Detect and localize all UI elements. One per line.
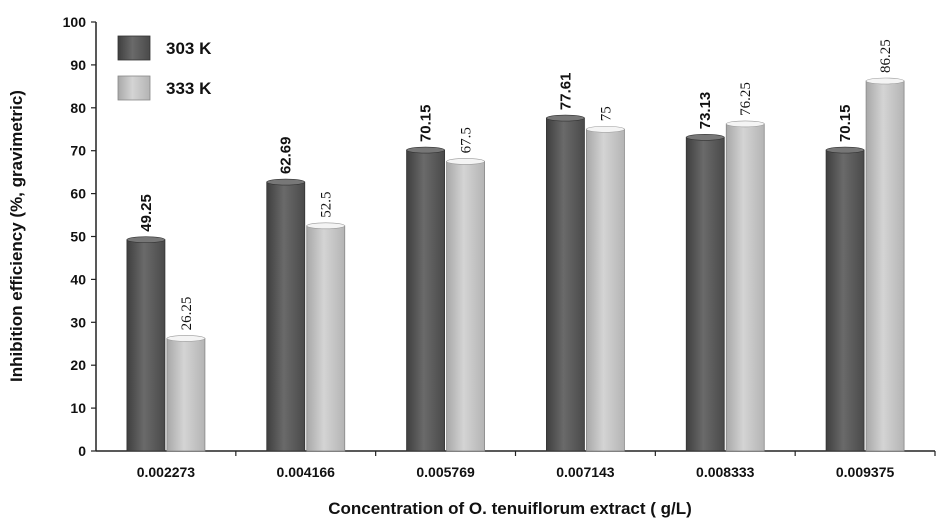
bars	[126, 77, 905, 452]
legend-swatch-333k	[117, 75, 151, 101]
bar-333k	[166, 337, 206, 452]
bar-303k-cap	[685, 133, 725, 141]
bar-333k	[725, 123, 765, 452]
y-tick-label: 60	[70, 186, 86, 202]
legend: 303 K 333 K	[117, 35, 212, 101]
bar-333k-cap	[725, 120, 765, 128]
bar-333k	[586, 128, 625, 452]
bar-333k-cap	[306, 222, 346, 230]
legend-swatch-303k	[117, 35, 151, 61]
data-label-333k: 52.5	[319, 192, 335, 218]
y-axis-title: Inhibition efficiency (%, gravimetric)	[7, 90, 26, 382]
x-tick-label: 0.005769	[416, 464, 475, 480]
y-tick-label: 90	[70, 57, 86, 73]
data-labels: 49.25 26.25 62.69 52.5 70.15 67.5 77.61 75 73.13…	[138, 39, 894, 330]
bar-333k-cap	[586, 125, 625, 133]
y-tick-label: 80	[70, 100, 86, 116]
bar-303k-cap	[126, 236, 166, 244]
data-label-333k: 26.25	[179, 297, 195, 331]
data-label-303k: 70.15	[837, 105, 854, 143]
bar-333k-cap	[865, 77, 905, 85]
data-label-333k: 75	[598, 106, 614, 121]
y-tick-label: 40	[70, 271, 86, 287]
bar-333k	[865, 80, 905, 452]
x-tick-label: 0.004166	[277, 464, 336, 480]
data-label-303k: 73.13	[697, 92, 714, 130]
y-axis: 0 10 20 30 40 50 60 70 80 90 100	[63, 14, 97, 459]
x-tick-label: 0.008333	[696, 464, 755, 480]
y-tick-label: 10	[70, 400, 86, 416]
bar-303k	[406, 149, 445, 452]
y-tick-label: 20	[70, 357, 86, 373]
y-tick-label: 30	[70, 314, 86, 330]
y-tick-label: 50	[70, 229, 86, 245]
bar-333k	[306, 225, 346, 452]
bar-303k-cap	[266, 178, 306, 186]
x-tick-label: 0.002273	[137, 464, 196, 480]
data-label-303k: 70.15	[418, 105, 435, 143]
bar-303k	[546, 117, 585, 452]
bar-333k-cap	[446, 158, 485, 165]
bar-303k	[126, 239, 166, 452]
y-tick-label: 100	[63, 14, 87, 30]
data-label-333k: 86.25	[878, 39, 894, 73]
y-tick-label: 0	[78, 443, 86, 459]
legend-label-333k: 333 K	[166, 79, 212, 98]
bar-303k	[685, 136, 725, 452]
data-label-303k: 62.69	[278, 137, 295, 175]
x-axis-title: Concentration of O. tenuiflorum extract …	[328, 499, 692, 518]
x-tick-label: 0.009375	[836, 464, 895, 480]
bar-303k	[825, 149, 865, 452]
data-label-333k: 76.25	[738, 82, 754, 116]
legend-label-303k: 303 K	[166, 39, 212, 58]
data-label-333k: 67.5	[459, 127, 475, 153]
bar-303k-cap	[406, 146, 445, 154]
bar-303k	[266, 181, 306, 452]
bar-333k-cap	[166, 335, 206, 342]
bar-303k-cap	[825, 146, 865, 154]
data-label-303k: 49.25	[138, 194, 155, 232]
x-tick-label: 0.007143	[556, 464, 615, 480]
bar-303k-cap	[546, 114, 585, 122]
y-tick-label: 70	[70, 143, 86, 159]
data-label-303k: 77.61	[557, 73, 574, 111]
bar-333k	[446, 161, 485, 452]
x-axis: 0.002273 0.004166 0.005769 0.007143 0.008333…	[96, 450, 936, 480]
